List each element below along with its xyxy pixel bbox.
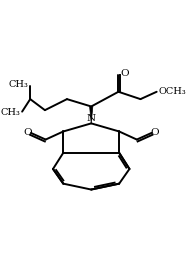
Text: O: O <box>23 128 32 138</box>
Text: CH₃: CH₃ <box>8 80 28 89</box>
Text: O: O <box>151 128 159 138</box>
Text: O: O <box>120 69 129 78</box>
Text: N: N <box>87 114 96 123</box>
Text: CH₃: CH₃ <box>0 108 20 117</box>
Polygon shape <box>90 107 93 124</box>
Text: OCH₃: OCH₃ <box>158 87 186 96</box>
